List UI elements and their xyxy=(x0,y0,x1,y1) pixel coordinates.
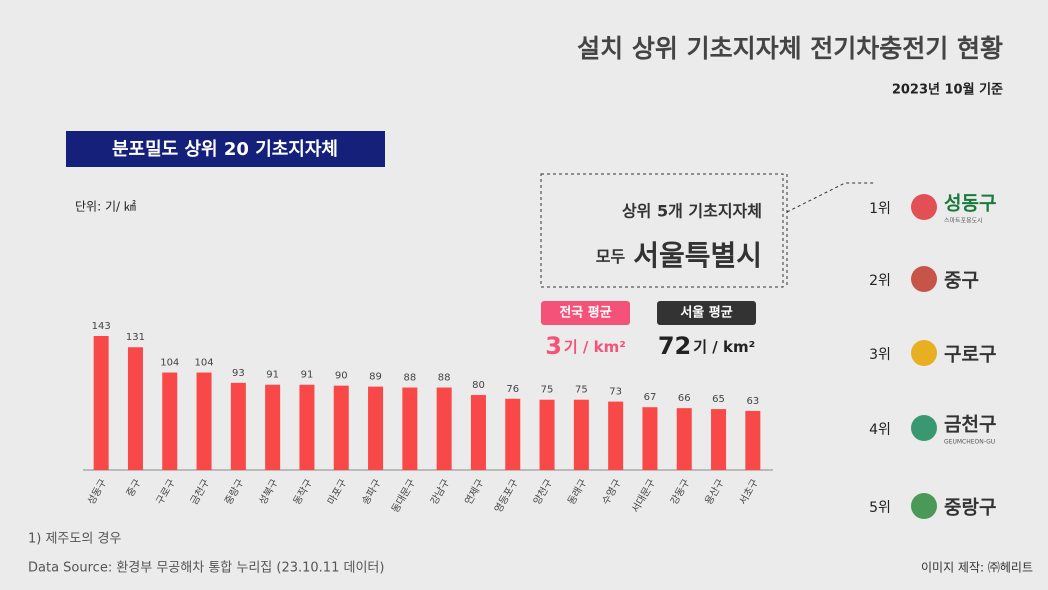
value-label: 88 xyxy=(403,373,416,384)
bar xyxy=(333,385,349,470)
bar xyxy=(162,372,178,470)
value-label: 104 xyxy=(160,358,179,369)
badge: 분포밀도 상위 20 기초지자체 xyxy=(112,139,338,160)
value-label: 63 xyxy=(746,396,759,407)
value-label: 73 xyxy=(609,387,622,398)
logo-name: 성동구 xyxy=(944,193,996,215)
title: 설치 상위 기초지자체 전기차충전기 현황 xyxy=(577,34,1003,63)
bar xyxy=(676,408,692,470)
value-label: 89 xyxy=(369,372,382,383)
bar xyxy=(265,384,281,470)
value-label: 91 xyxy=(266,370,279,381)
bar xyxy=(436,387,452,470)
value-label: 104 xyxy=(195,358,214,369)
callout-line2: 모두 서울특별시 xyxy=(596,239,762,272)
bar xyxy=(93,336,109,470)
value-label: 131 xyxy=(126,332,145,343)
avg-number: 72 xyxy=(658,332,691,360)
logo-icon xyxy=(911,493,937,519)
subtitle: 2023년 10월 기준 xyxy=(892,82,1003,98)
value-label: 80 xyxy=(472,380,485,391)
avg-value: 72 기 / km² xyxy=(658,332,755,360)
value-label: 90 xyxy=(335,371,348,382)
source: Data Source: 환경부 무공해차 통합 누리집 (23.10.11 데… xyxy=(28,561,384,576)
avg-label: 서울 평균 xyxy=(680,305,732,321)
value-label: 93 xyxy=(232,368,245,379)
badge-bg xyxy=(66,131,385,167)
avg-unit: 기 / km² xyxy=(693,338,755,356)
value-label: 75 xyxy=(575,385,588,396)
bar xyxy=(230,382,246,470)
logo-sub: GEUMCHEON-GU xyxy=(944,439,995,446)
logo-name: 중구 xyxy=(944,270,979,292)
bar xyxy=(127,347,143,470)
logo-icon xyxy=(911,340,937,366)
logo-name: 중랑구 xyxy=(944,497,996,519)
logo-icon xyxy=(911,194,937,220)
bar xyxy=(711,409,727,470)
value-label: 88 xyxy=(438,373,451,384)
value-label: 76 xyxy=(506,384,519,395)
value-label: 143 xyxy=(92,321,111,332)
bar xyxy=(642,407,658,470)
callout-line xyxy=(786,182,875,213)
value-label: 67 xyxy=(644,392,657,403)
callout-city: 서울특별시 xyxy=(633,239,762,272)
rank: 3위 xyxy=(869,347,891,363)
bar xyxy=(196,372,212,470)
bar xyxy=(402,387,418,470)
rank: 4위 xyxy=(869,422,891,438)
avg-pill xyxy=(541,301,630,325)
bar xyxy=(299,384,315,470)
avg-number: 3 xyxy=(545,332,562,360)
logo-name: 구로구 xyxy=(944,344,996,366)
bar xyxy=(539,399,555,470)
bar xyxy=(608,401,624,470)
value-label: 75 xyxy=(541,385,554,396)
rank: 2위 xyxy=(869,273,891,289)
bar xyxy=(368,386,384,470)
rank: 5위 xyxy=(869,500,891,516)
logo-name: 금천구 xyxy=(944,414,996,436)
bar xyxy=(505,398,521,470)
bar xyxy=(573,399,589,470)
footnote: 1) 제주도의 경우 xyxy=(28,532,121,547)
bar xyxy=(470,395,486,470)
logo-sub: 스마트포용도시 xyxy=(944,217,983,225)
callout-prefix: 모두 xyxy=(596,247,626,266)
callout-line1: 상위 5개 기초지자체 xyxy=(622,202,762,221)
bar xyxy=(745,410,761,470)
value-label: 66 xyxy=(678,393,691,404)
credit: 이미지 제작: ㈜헤리트 xyxy=(921,561,1033,575)
avg-pill xyxy=(657,301,756,325)
value-label: 65 xyxy=(712,394,725,405)
rank: 1위 xyxy=(869,201,891,217)
unit-label: 단위: 기/ ㎢ xyxy=(75,200,136,214)
avg-label: 전국 평균 xyxy=(559,305,611,321)
callout-box xyxy=(540,173,784,288)
value-label: 91 xyxy=(301,370,314,381)
avg-unit: 기 / km² xyxy=(564,338,626,356)
logo-icon xyxy=(911,415,937,441)
logo-icon xyxy=(911,266,937,292)
